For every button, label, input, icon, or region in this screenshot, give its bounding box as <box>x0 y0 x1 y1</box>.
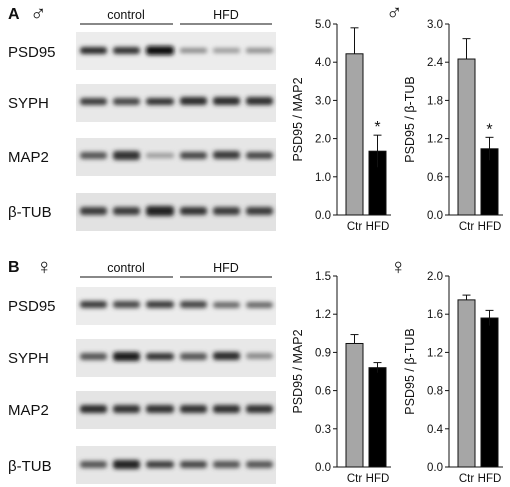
chart-a-psd95-map2: 0.0 1.0 2.0 3.0 4.0 5.0 PSD95 / MAP2 Ctr HFD * ♂ <box>291 0 403 233</box>
blot-row-btub-a: β-TUB <box>8 193 276 231</box>
male-symbol-icon: ♂ <box>386 0 403 25</box>
row-label-btub-b: β-TUB <box>8 458 52 475</box>
row-label-map2-b: MAP2 <box>8 402 49 419</box>
blot-row-syph-b: SYPH <box>8 339 276 377</box>
y-tick-label: 0.3 <box>315 424 331 436</box>
row-label-psd95: PSD95 <box>8 44 56 61</box>
y-axis-label: PSD95 / β-TUB <box>403 328 417 414</box>
x-tick-label: HFD <box>366 221 390 233</box>
group-label-hfd: HFD <box>213 8 239 22</box>
bar-hfd <box>368 367 387 468</box>
y-tick-label: 0.0 <box>427 462 443 474</box>
y-tick-label: 1.8 <box>427 95 443 107</box>
bar-ctr <box>345 342 364 468</box>
x-tick-label: HFD <box>478 473 502 485</box>
blot-row-syph-a: SYPH <box>8 84 276 122</box>
y-tick-label: 3.0 <box>315 95 331 107</box>
y-tick-label: 3.0 <box>427 19 443 31</box>
x-tick-label: HFD <box>478 221 502 233</box>
y-tick-label: 0.6 <box>427 172 443 184</box>
row-label-psd95-b: PSD95 <box>8 298 56 315</box>
blot-row-map2-a: MAP2 <box>8 138 276 176</box>
group-label-hfd-b: HFD <box>213 261 239 275</box>
bar-hfd <box>480 317 499 468</box>
chart-a-psd95-btub: 0.0 0.6 1.2 1.8 2.4 3.0 PSD95 / β-TUB Ctr HFD * <box>403 19 503 233</box>
y-tick-label: 1.2 <box>427 134 443 146</box>
y-tick-label: 0.0 <box>315 210 331 222</box>
blot-row-map2-b: MAP2 <box>8 391 276 429</box>
row-label-syph: SYPH <box>8 95 49 112</box>
y-tick-label: 4.0 <box>315 57 331 69</box>
y-tick-label: 1.2 <box>427 347 443 359</box>
bar-ctr <box>457 299 476 468</box>
error-bar <box>373 134 382 168</box>
group-label-control: control <box>107 8 145 22</box>
row-label-syph-b: SYPH <box>8 350 49 367</box>
bar-ctr <box>457 58 476 216</box>
x-tick-label: Ctr <box>347 221 363 233</box>
error-bar <box>350 27 359 54</box>
blot-row-psd95-b: PSD95 <box>8 287 276 325</box>
chart-b-psd95-btub: 0.0 0.4 0.8 1.2 1.6 2.0 PSD95 / β-TUB Ctr HFD <box>403 271 503 485</box>
y-tick-label: 0.6 <box>315 386 331 398</box>
x-tick-label: Ctr <box>459 221 475 233</box>
significance-star: * <box>374 119 380 136</box>
error-bar <box>462 38 471 60</box>
blot-row-psd95-a: PSD95 <box>8 32 276 70</box>
x-tick-label: Ctr <box>347 473 363 485</box>
bar-ctr <box>345 53 364 216</box>
y-tick-label: 1.0 <box>315 172 331 184</box>
y-axis-label: PSD95 / MAP2 <box>291 77 305 161</box>
blot-row-btub-b: β-TUB <box>8 446 276 484</box>
y-tick-label: 0.0 <box>427 210 443 222</box>
y-tick-label: 2.0 <box>315 134 331 146</box>
x-tick-label: HFD <box>366 473 390 485</box>
female-symbol-icon: ♀ <box>390 254 407 279</box>
y-tick-label: 1.5 <box>315 271 331 283</box>
y-axis-label: PSD95 / β-TUB <box>403 76 417 162</box>
row-label-map2: MAP2 <box>8 149 49 166</box>
error-bar <box>485 309 494 326</box>
y-axis-label: PSD95 / MAP2 <box>291 329 305 413</box>
error-bar <box>462 294 471 300</box>
panel-a-label: A <box>8 6 20 23</box>
y-tick-label: 2.0 <box>427 271 443 283</box>
row-label-btub: β-TUB <box>8 204 52 221</box>
y-tick-label: 1.6 <box>427 309 443 321</box>
significance-star: * <box>486 121 492 138</box>
y-tick-label: 0.8 <box>427 386 443 398</box>
error-bar <box>350 334 359 344</box>
panel-b-label: B <box>8 259 20 276</box>
y-tick-label: 0.0 <box>315 462 331 474</box>
error-bar <box>373 362 382 373</box>
error-bar <box>485 136 494 161</box>
y-tick-label: 1.2 <box>315 309 331 321</box>
chart-b-psd95-map2: 0.0 0.3 0.6 0.9 1.2 1.5 PSD95 / MAP2 Ctr HFD ♀ <box>291 254 407 485</box>
male-symbol-icon: ♂ <box>30 1 47 26</box>
y-tick-label: 0.9 <box>315 347 331 359</box>
female-symbol-icon: ♀ <box>36 254 53 279</box>
y-tick-label: 5.0 <box>315 19 331 31</box>
y-tick-label: 2.4 <box>427 57 444 69</box>
group-label-control-b: control <box>107 261 145 275</box>
y-tick-label: 0.4 <box>427 424 444 436</box>
x-tick-label: Ctr <box>459 473 475 485</box>
